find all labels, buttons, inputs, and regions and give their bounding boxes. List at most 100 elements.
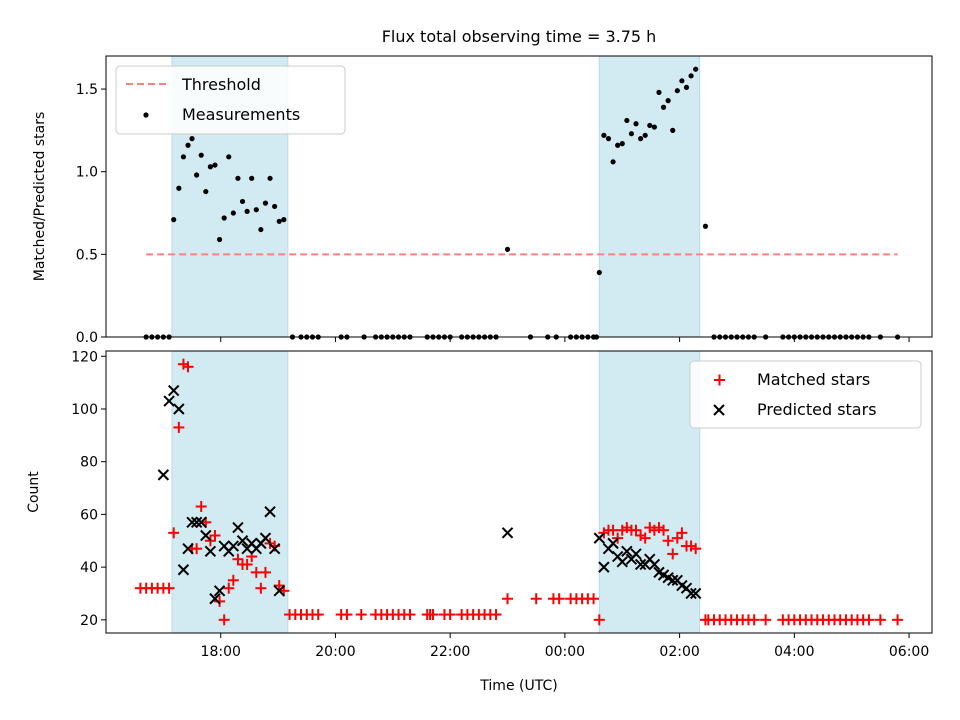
matched-star-point bbox=[355, 609, 367, 621]
predicted-star-point bbox=[264, 506, 276, 518]
measurement-point bbox=[221, 215, 227, 221]
measurement-point bbox=[628, 131, 635, 137]
predicted-star-point bbox=[273, 585, 285, 597]
figure-title: Flux total observing time = 3.75 h bbox=[382, 27, 657, 46]
measurement-point bbox=[601, 132, 607, 138]
matched-star-point bbox=[892, 614, 904, 626]
matched-star-point bbox=[639, 532, 651, 544]
measurement-point bbox=[176, 185, 182, 191]
predicted-star-point bbox=[593, 532, 606, 544]
measurement-point bbox=[656, 89, 662, 95]
x-tick-label: 00:00 bbox=[545, 644, 585, 660]
measurement-point bbox=[171, 217, 177, 223]
measurement-points bbox=[143, 66, 901, 340]
measurement-point bbox=[249, 175, 255, 181]
predicted-star-point bbox=[648, 558, 661, 571]
matched-star-point bbox=[214, 595, 226, 607]
x-tick-label: 02:00 bbox=[659, 644, 699, 660]
predicted-star-point bbox=[236, 535, 249, 547]
y-tick-label: 20 bbox=[80, 613, 98, 629]
matched-star-point bbox=[690, 543, 702, 555]
matched-star-point bbox=[593, 614, 605, 626]
legend-matched-label: Matched stars bbox=[757, 370, 870, 389]
measurement-point bbox=[633, 121, 639, 127]
measurement-point bbox=[272, 203, 278, 210]
predicted-star-point bbox=[195, 516, 207, 529]
bottom-legend: Matched stars Predicted stars bbox=[689, 360, 922, 429]
legend-measurements-label: Measurements bbox=[182, 105, 300, 124]
predicted-star-point bbox=[232, 521, 244, 534]
predicted-star-point bbox=[204, 545, 217, 558]
matched-star-point bbox=[658, 524, 670, 536]
bottom-shaded-spans bbox=[171, 350, 701, 634]
measurement-point bbox=[258, 226, 264, 233]
measurement-point bbox=[239, 198, 246, 205]
legend-predicted-label: Predicted stars bbox=[757, 400, 877, 419]
bottom-panel: 20 40 60 80 100 120 18:00 20:00 22:00 00:00 02:00… bbox=[26, 349, 933, 694]
matched-star-point bbox=[250, 566, 262, 578]
measurement-point bbox=[262, 200, 269, 206]
measurement-point bbox=[610, 159, 616, 165]
x-tick-label: 20:00 bbox=[315, 644, 355, 660]
matched-star-point bbox=[173, 421, 185, 433]
measurement-point bbox=[619, 141, 625, 147]
predicted-star-point bbox=[182, 542, 194, 555]
matched-star-point bbox=[404, 609, 416, 621]
matched-star-point bbox=[676, 527, 688, 539]
bottom-y-axis-label: Count bbox=[26, 471, 42, 513]
predicted-star-point bbox=[227, 540, 240, 552]
matched-star-point bbox=[195, 500, 207, 512]
predicted-star-point bbox=[268, 542, 281, 555]
measurement-point bbox=[216, 236, 223, 243]
top-panel: 0.0 0.5 1.0 1.5 Matched/Predicted stars Thr… bbox=[32, 55, 933, 346]
measurement-point bbox=[253, 207, 259, 213]
predicted-star-point bbox=[501, 527, 514, 539]
predicted-star-point bbox=[667, 574, 679, 586]
matched-star-point bbox=[760, 614, 772, 626]
matched-star-point bbox=[607, 524, 619, 536]
x-tick-label: 22:00 bbox=[430, 644, 470, 660]
measurement-point bbox=[185, 142, 191, 148]
predicted-star-point bbox=[598, 561, 610, 573]
matched-star-point bbox=[874, 614, 886, 626]
measurement-point bbox=[647, 122, 653, 129]
measurement-point bbox=[638, 136, 644, 142]
matched-star-point bbox=[168, 527, 180, 539]
top-y-axis-label: Matched/Predicted stars bbox=[32, 112, 48, 282]
measurement-point bbox=[276, 218, 282, 224]
bottom-x-axis-label: Time (UTC) bbox=[479, 678, 557, 694]
y-tick-label: 60 bbox=[80, 507, 98, 523]
predicted-star-point bbox=[616, 556, 628, 568]
bottom-x-ticks: 18:00 20:00 22:00 00:00 02:00 04:00 06:00 bbox=[201, 633, 929, 660]
measurement-point bbox=[207, 164, 213, 170]
measurement-point bbox=[235, 175, 241, 181]
measurement-point bbox=[702, 223, 709, 229]
x-tick-label: 18:00 bbox=[201, 644, 241, 660]
measurement-point bbox=[212, 162, 218, 168]
measurement-point bbox=[244, 208, 250, 214]
predicted-star-point bbox=[186, 516, 198, 529]
matched-star-point bbox=[502, 593, 514, 605]
matched-star-point bbox=[444, 609, 456, 621]
measurement-point bbox=[624, 117, 630, 124]
legend-matched-swatch bbox=[714, 374, 725, 386]
matched-star-point bbox=[490, 609, 502, 621]
matched-star-point bbox=[312, 609, 324, 621]
measurement-point bbox=[642, 132, 648, 138]
measurement-point bbox=[281, 217, 287, 223]
predicted-star-point bbox=[167, 384, 180, 397]
measurement-point bbox=[267, 175, 273, 181]
measurement-point bbox=[189, 136, 195, 142]
legend-measurements-swatch bbox=[143, 112, 149, 118]
measurement-point bbox=[679, 78, 685, 84]
matched-star-point bbox=[427, 609, 439, 621]
matched-star-point bbox=[259, 566, 271, 578]
shaded-span bbox=[598, 55, 701, 338]
x-tick-label: 04:00 bbox=[774, 644, 814, 660]
measurement-point bbox=[615, 142, 621, 148]
y-tick-label: 40 bbox=[80, 560, 98, 576]
matched-star-point bbox=[748, 614, 760, 626]
measurement-point bbox=[665, 98, 671, 104]
bottom-y-ticks: 20 40 60 80 100 120 bbox=[71, 349, 106, 629]
